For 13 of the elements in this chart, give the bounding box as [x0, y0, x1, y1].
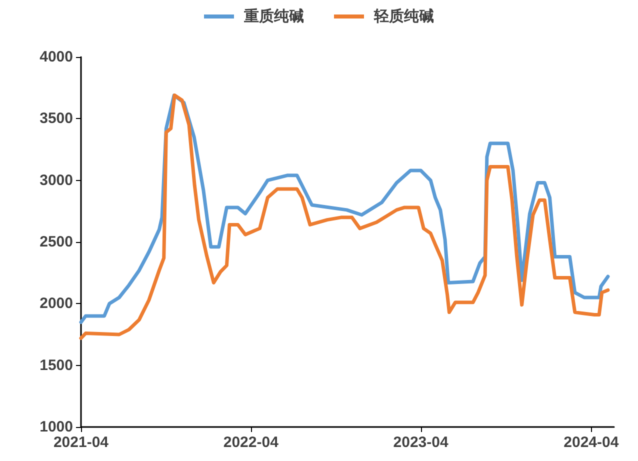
y-tick-label: 1500	[40, 356, 73, 374]
x-tick-label: 2021-04	[53, 434, 110, 451]
legend-label: 重质纯碱	[243, 8, 304, 25]
x-tick-label: 2022-04	[223, 434, 280, 451]
x-tick-label: 2023-04	[393, 434, 449, 451]
y-tick-label: 3000	[40, 172, 73, 189]
y-tick-label: 4000	[40, 48, 73, 66]
legend-label: 轻质纯碱	[373, 8, 434, 25]
y-tick-label: 2000	[40, 295, 73, 312]
y-tick-label: 3500	[40, 110, 73, 128]
y-tick-label: 2500	[40, 234, 73, 250]
y-tick-label: 1000	[40, 418, 73, 436]
x-tick-label: 2024-04	[564, 434, 620, 451]
